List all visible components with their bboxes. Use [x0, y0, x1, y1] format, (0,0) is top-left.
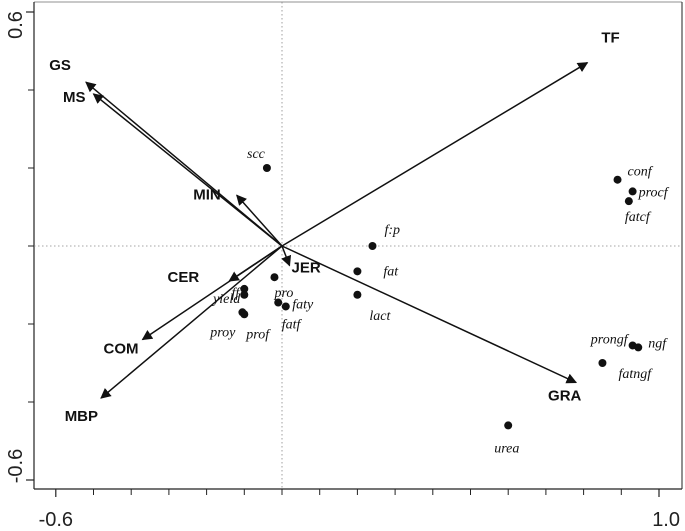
point-urea — [504, 421, 513, 430]
vector-gra — [281, 245, 578, 384]
point-label-yield: yield — [211, 292, 241, 307]
axes — [26, 1, 683, 497]
point-label-prongf: prongf — [590, 332, 630, 347]
y-tick-label: 0.6 — [5, 11, 27, 39]
point-label-procf: procf — [638, 185, 670, 200]
vector-ms — [92, 93, 283, 247]
vector-label-jer: JER — [292, 260, 321, 277]
point-label-prof: prof — [245, 327, 271, 342]
x-tick-label: 1.0 — [652, 509, 680, 531]
point-label-f-p: f:p — [384, 223, 400, 238]
point-procf — [628, 187, 637, 196]
point-label-ngf: ngf — [648, 336, 668, 351]
point-label-proy: proy — [209, 325, 236, 340]
point-yield — [240, 290, 249, 299]
vector-com — [141, 245, 283, 341]
point-ngf — [634, 343, 643, 352]
point-label-pro: pro — [273, 286, 293, 301]
point-label-fatf: fatf — [282, 317, 303, 332]
point-label-urea: urea — [494, 441, 519, 456]
vector-label-gs: GS — [49, 57, 71, 74]
point-conf — [613, 175, 622, 184]
point-prof — [240, 310, 249, 319]
point-fatcf — [624, 197, 633, 206]
vector-label-min: MIN — [193, 186, 221, 203]
point-fat — [353, 267, 362, 276]
score-points — [238, 164, 643, 430]
point-label-fat: fat — [383, 264, 399, 279]
loading-vectors — [85, 62, 589, 399]
point-f-p — [368, 242, 377, 250]
reference-lines — [34, 2, 682, 489]
vector-label-com: COM — [104, 341, 139, 358]
point-pro — [270, 273, 279, 282]
vector-label-ms: MS — [63, 89, 86, 106]
point-fatf — [281, 302, 290, 311]
point-label-fatngf: fatngf — [618, 367, 653, 382]
point-label-scc: scc — [247, 147, 266, 162]
x-tick-label: -0.6 — [39, 509, 73, 531]
point-label-ff: ff — [232, 286, 242, 301]
point-label-lact: lact — [369, 309, 391, 324]
point-lact — [353, 290, 362, 299]
vector-min — [236, 194, 283, 247]
vector-mbp — [100, 245, 283, 399]
point-faty — [274, 298, 283, 307]
vector-label-gra: GRA — [548, 388, 582, 405]
point-fatngf — [598, 359, 607, 367]
vector-label-cer: CER — [168, 269, 200, 286]
point-label-faty: faty — [292, 298, 314, 313]
vector-tf — [281, 62, 589, 247]
vector-jer — [281, 245, 292, 267]
y-tick-label: -0.6 — [5, 449, 27, 483]
point-scc — [262, 164, 271, 172]
point-label-fatcf: fatcf — [625, 210, 652, 225]
point-ff — [240, 284, 249, 293]
vector-label-tf: TF — [601, 30, 619, 47]
chart-labels: -0.6 1.0 0.6 -0.6 TF GS MS MIN CER JER COM MBP GRA sc… — [5, 11, 680, 531]
point-label-conf: conf — [628, 165, 654, 180]
vector-label-mbp: MBP — [65, 408, 98, 425]
